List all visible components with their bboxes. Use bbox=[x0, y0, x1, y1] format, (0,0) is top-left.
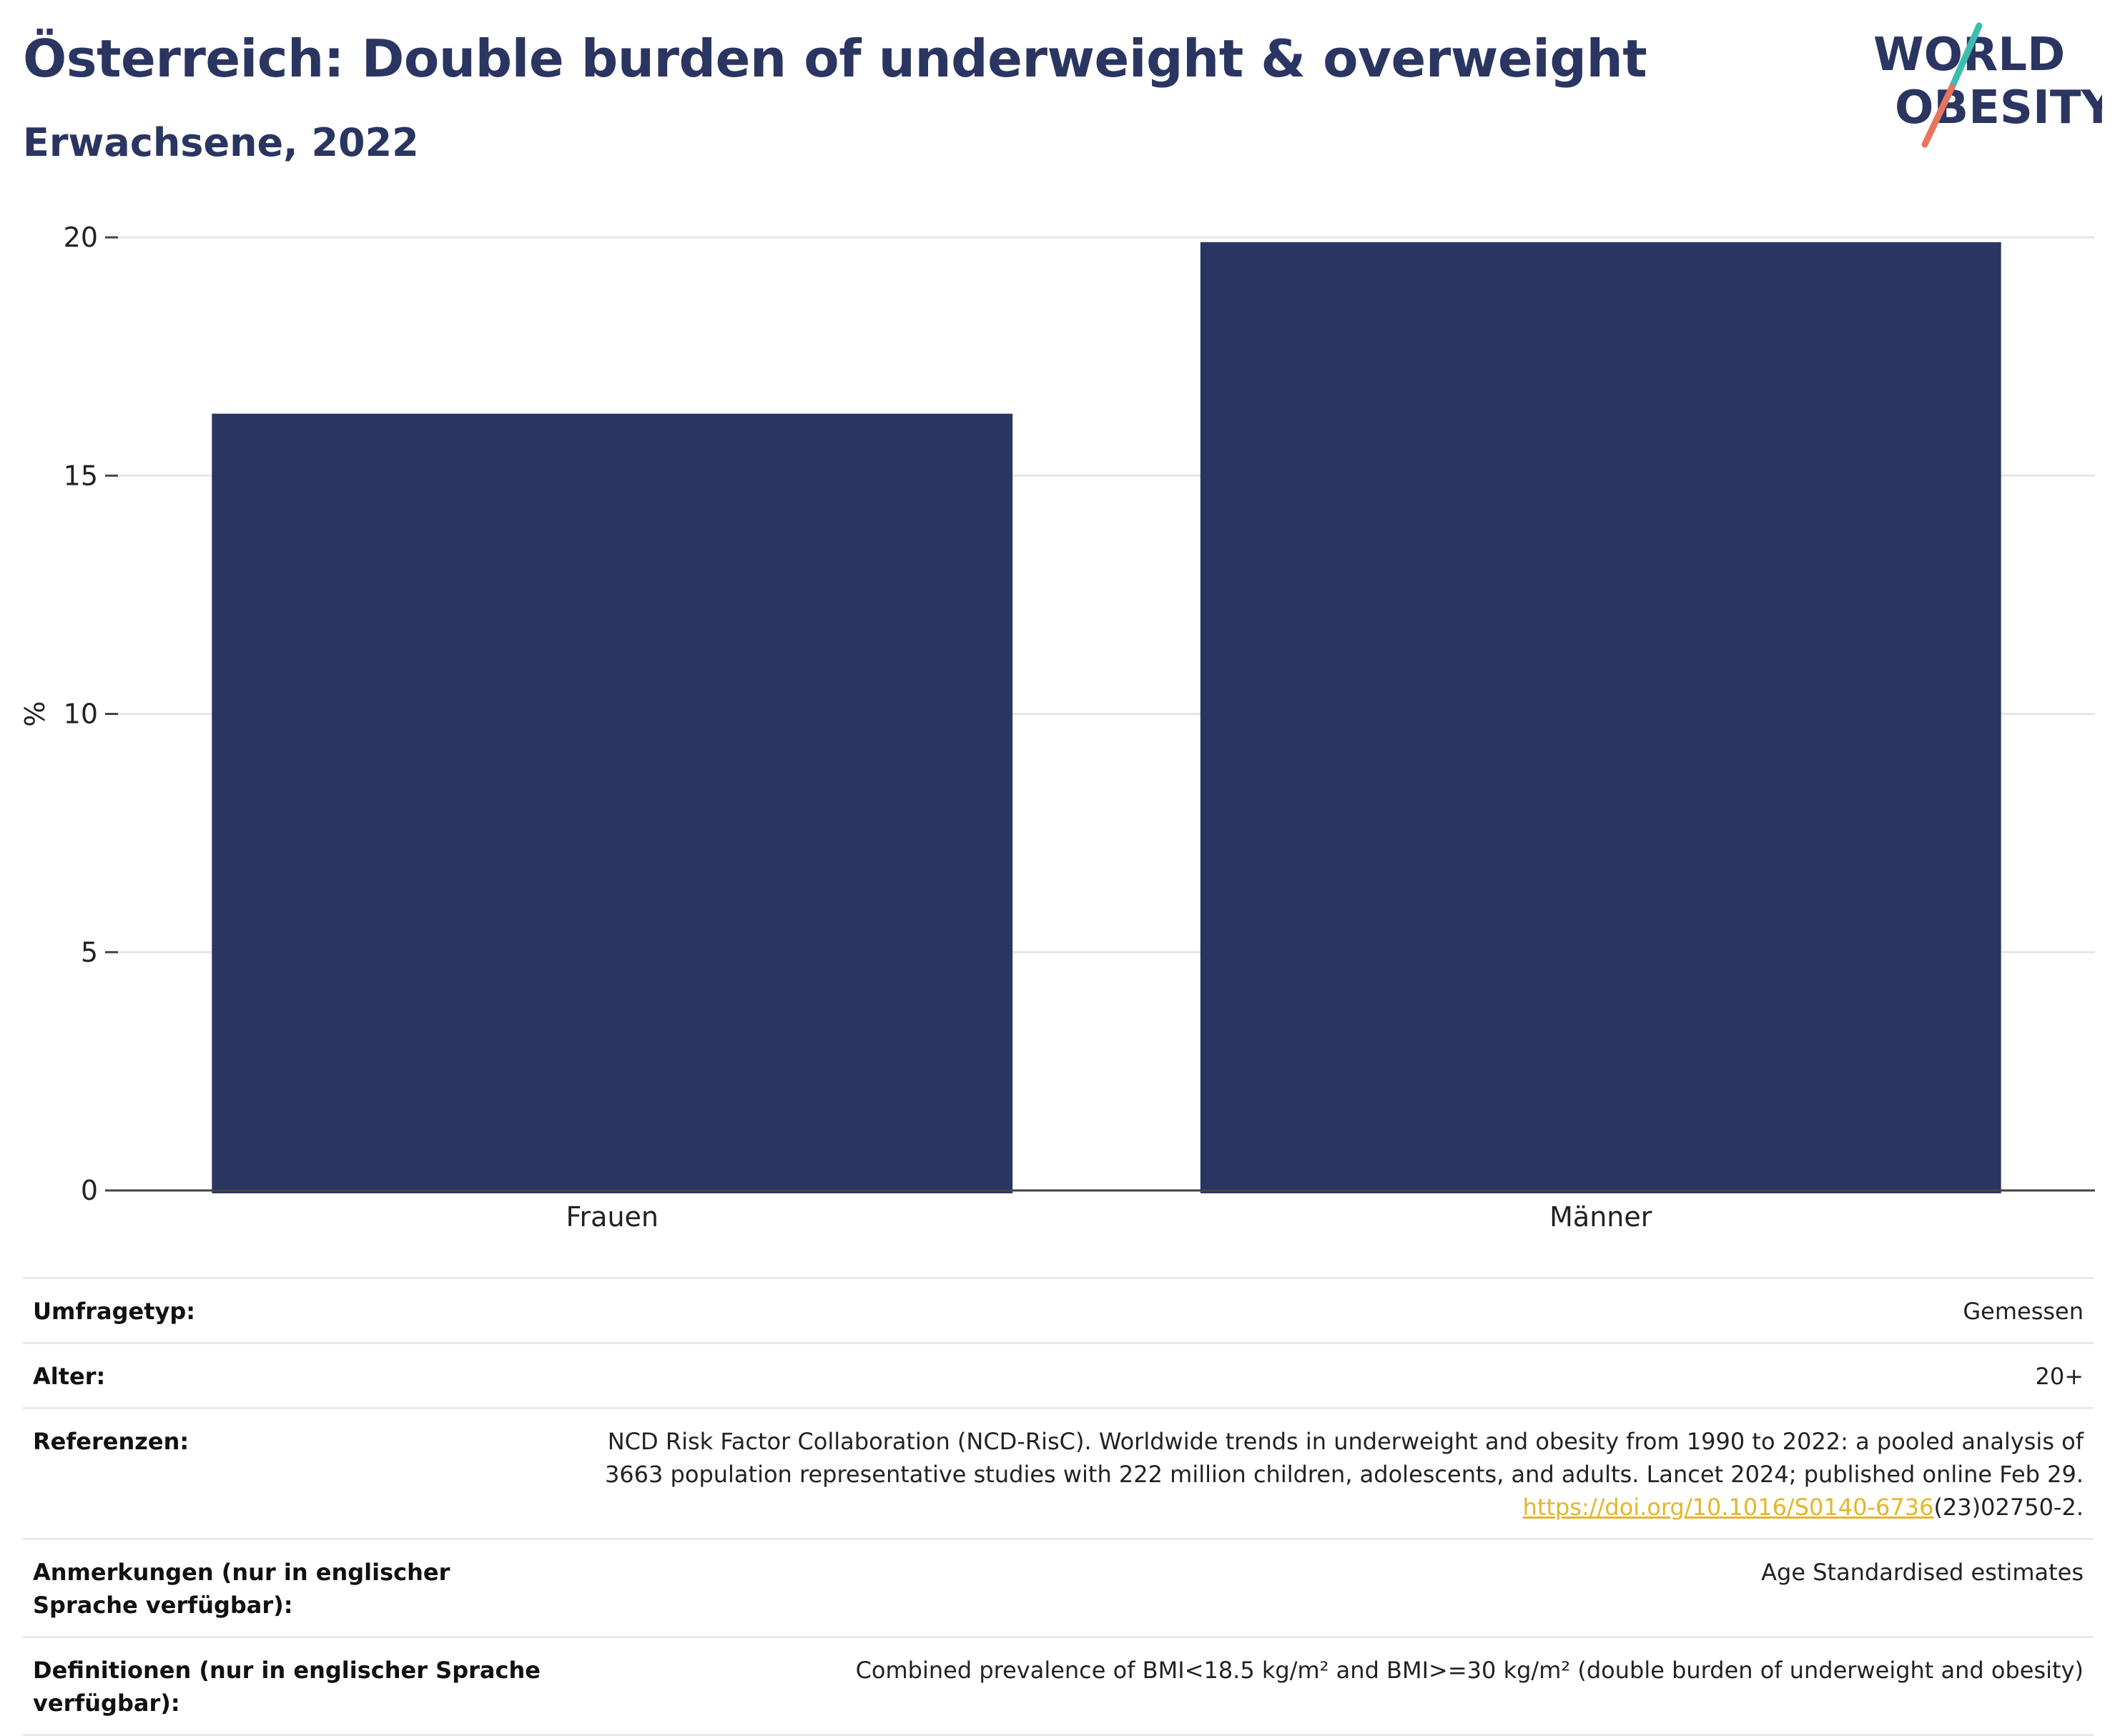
y-tick-label: 15 bbox=[64, 460, 98, 491]
logo-slash-teal bbox=[1948, 22, 1983, 91]
meta-survey-value: Gemessen bbox=[1963, 1298, 2084, 1325]
meta-row-references: Referenzen: NCD Risk Factor Collaboratio… bbox=[23, 1408, 2094, 1539]
meta-row-notes: Anmerkungen (nur in englischer Sprache v… bbox=[23, 1539, 2094, 1637]
x-tick-label: Männer bbox=[1549, 1201, 1652, 1233]
meta-notes-label: Anmerkungen (nur in englischer Sprache v… bbox=[33, 1559, 450, 1619]
bar-chart: 0 5 10 15 20 Frauen Männer % bbox=[19, 222, 2095, 1233]
meta-notes-value: Age Standardised estimates bbox=[1761, 1559, 2084, 1586]
meta-ref-value: NCD Risk Factor Collaboration (NCD-RisC)… bbox=[572, 1409, 2094, 1539]
y-tick-label: 5 bbox=[81, 937, 98, 968]
meta-ref-suffix: (23)02750-2. bbox=[1933, 1494, 2084, 1521]
bar-männer bbox=[1200, 242, 2001, 1193]
y-axis-label: % bbox=[19, 701, 51, 726]
page-subtitle: Erwachsene, 2022 bbox=[23, 120, 419, 165]
meta-def-label: Definitionen (nur in englischer Sprache … bbox=[33, 1657, 541, 1717]
metadata-table: Umfragetyp: Gemessen Alter: 20+ Referenz… bbox=[23, 1277, 2094, 1736]
meta-age-label: Alter: bbox=[33, 1363, 106, 1390]
logo-slash-coral bbox=[1921, 84, 1956, 148]
meta-def-value: Combined prevalence of BMI<18.5 kg/m² an… bbox=[855, 1657, 2084, 1684]
y-tick-label: 10 bbox=[64, 699, 98, 730]
bar-frauen bbox=[212, 413, 1013, 1193]
meta-row-age: Alter: 20+ bbox=[23, 1343, 2094, 1409]
world-obesity-logo: WORLD OBESITY bbox=[1873, 22, 2102, 148]
meta-ref-text: NCD Risk Factor Collaboration (NCD-RisC)… bbox=[604, 1428, 2084, 1488]
logo-word-obesity: OBESITY bbox=[1895, 82, 2102, 134]
y-axis-ticks: 0 5 10 15 20 bbox=[64, 222, 118, 1206]
meta-ref-label: Referenzen: bbox=[33, 1428, 189, 1455]
x-axis-labels: Frauen Männer bbox=[566, 1201, 1652, 1233]
meta-survey-label: Umfragetyp: bbox=[33, 1298, 196, 1325]
meta-row-survey: Umfragetyp: Gemessen bbox=[23, 1278, 2094, 1343]
bars bbox=[212, 242, 2001, 1193]
meta-ref-link[interactable]: https://doi.org/10.1016/S0140-6736 bbox=[1522, 1494, 1934, 1521]
y-tick-label: 0 bbox=[81, 1175, 98, 1206]
x-tick-label: Frauen bbox=[566, 1201, 659, 1233]
y-tick-label: 20 bbox=[64, 222, 98, 253]
meta-age-value: 20+ bbox=[2035, 1363, 2084, 1390]
page-title: Österreich: Double burden of underweight… bbox=[23, 29, 1647, 89]
meta-row-definitions: Definitionen (nur in englischer Sprache … bbox=[23, 1637, 2094, 1735]
